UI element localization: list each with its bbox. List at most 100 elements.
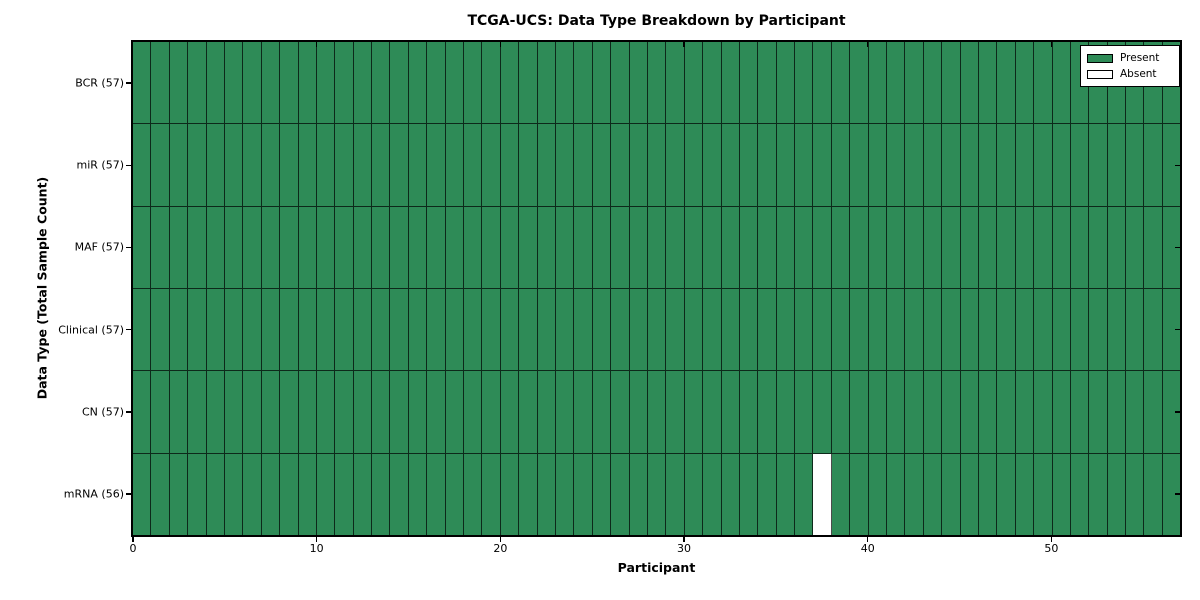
- matrix-cell: [555, 206, 575, 288]
- matrix-cell: [666, 206, 685, 288]
- matrix-cell: [555, 124, 575, 206]
- matrix-cell: [500, 371, 520, 453]
- matrix-cell: [1015, 124, 1035, 206]
- matrix-cell: [758, 453, 777, 535]
- matrix-cell: [978, 288, 998, 371]
- matrix-cell: [831, 42, 851, 124]
- matrix-cell: [298, 371, 317, 453]
- matrix-cell: [629, 371, 648, 453]
- matrix-row-miR: [133, 124, 1181, 207]
- matrix-cell: [960, 42, 979, 124]
- matrix-cell: [555, 371, 575, 453]
- matrix-cell: [206, 42, 225, 124]
- matrix-cell: [831, 288, 851, 371]
- matrix-cell: [868, 124, 888, 206]
- matrix-cell: [776, 124, 796, 206]
- y-tick-mark: [126, 246, 131, 249]
- matrix-cell: [408, 124, 428, 206]
- matrix-cell: [188, 371, 207, 453]
- matrix-cell: [795, 124, 814, 206]
- matrix-cell: [1126, 371, 1145, 453]
- matrix-cell: [978, 206, 998, 288]
- matrix-cell: [427, 453, 446, 535]
- matrix-cell: [335, 288, 354, 371]
- matrix-cell: [887, 42, 906, 124]
- matrix-cell: [813, 206, 832, 288]
- matrix-cell: [427, 42, 446, 124]
- matrix-row-CN: [133, 371, 1181, 454]
- matrix-cell: [942, 206, 961, 288]
- matrix-cell: [390, 371, 409, 453]
- matrix-cell: [813, 124, 832, 206]
- matrix-cell: [1107, 206, 1127, 288]
- matrix-cell: [776, 453, 796, 535]
- matrix-cell: [647, 42, 667, 124]
- matrix-cell: [335, 453, 354, 535]
- matrix-cell: [721, 371, 740, 453]
- matrix-cell: [592, 288, 612, 371]
- matrix-cell: [831, 371, 851, 453]
- matrix-cell: [372, 42, 391, 124]
- matrix-cell: [133, 124, 152, 206]
- matrix-cell: [224, 371, 244, 453]
- y-tick-mark-right: [1175, 411, 1180, 413]
- y-tick-label-CN: CN (57): [82, 405, 124, 419]
- matrix-cell: [464, 206, 483, 288]
- matrix-cell: [316, 206, 336, 288]
- x-tick-label: 30: [677, 542, 692, 555]
- y-tick-mark-right: [1175, 164, 1180, 166]
- matrix-cell: [537, 371, 556, 453]
- matrix-row-mRNA: [133, 453, 1181, 535]
- matrix-cell: [574, 206, 593, 288]
- matrix-cell: [795, 371, 814, 453]
- matrix-cell: [703, 206, 722, 288]
- matrix-cell: [978, 453, 998, 535]
- matrix-cell: [445, 453, 465, 535]
- matrix-cell: [206, 453, 225, 535]
- matrix-cell: [224, 288, 244, 371]
- matrix-cell: [960, 206, 979, 288]
- matrix-cell: [427, 371, 446, 453]
- matrix-cell: [445, 288, 465, 371]
- matrix-cell: [647, 371, 667, 453]
- matrix-cell: [243, 42, 262, 124]
- matrix-cell: [353, 42, 373, 124]
- matrix-cell: [169, 42, 189, 124]
- matrix-cell: [1052, 288, 1071, 371]
- matrix-cell: [942, 371, 961, 453]
- matrix-cell: [997, 453, 1016, 535]
- matrix-cell: [390, 42, 409, 124]
- matrix-cell: [795, 42, 814, 124]
- present-swatch-icon: [1087, 53, 1113, 63]
- matrix-cell: [519, 371, 538, 453]
- matrix-cell: [905, 288, 924, 371]
- matrix-cell: [151, 371, 170, 453]
- matrix-cell: [703, 124, 722, 206]
- matrix-cell: [942, 42, 961, 124]
- matrix-cell: [280, 206, 299, 288]
- matrix-cell: [445, 206, 465, 288]
- matrix-cell: [1034, 206, 1053, 288]
- matrix-cell: [335, 371, 354, 453]
- matrix-cell: [243, 206, 262, 288]
- matrix-cell: [390, 288, 409, 371]
- matrix-cell: [1144, 453, 1163, 535]
- matrix-cell: [151, 288, 170, 371]
- matrix-cell: [206, 288, 225, 371]
- matrix-cell: [887, 371, 906, 453]
- y-axis-label: Data Type (Total Sample Count): [34, 176, 50, 400]
- y-tick-mark: [126, 82, 131, 84]
- matrix-row-BCR: [133, 42, 1181, 125]
- matrix-cell: [887, 124, 906, 206]
- matrix-cell: [1034, 371, 1053, 453]
- matrix-cell: [1107, 371, 1127, 453]
- matrix-cell: [684, 42, 704, 124]
- matrix-cell: [831, 124, 851, 206]
- matrix-cell: [408, 453, 428, 535]
- matrix-cell: [408, 288, 428, 371]
- matrix-cell: [482, 206, 501, 288]
- matrix-cell: [684, 206, 704, 288]
- matrix-cell: [813, 288, 832, 371]
- matrix-cell: [1089, 124, 1108, 206]
- matrix-cell: [1144, 288, 1163, 371]
